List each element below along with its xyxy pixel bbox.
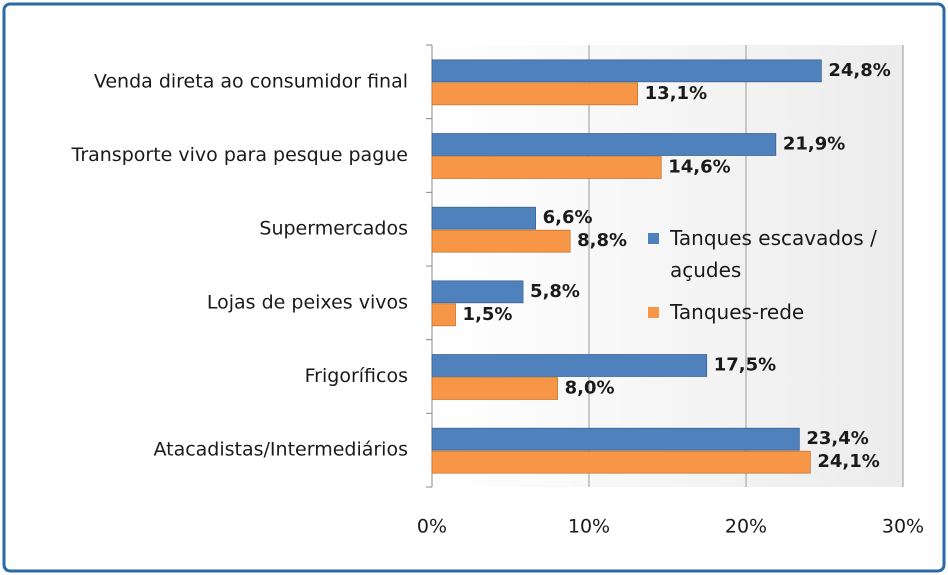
x-tick-label: 20% bbox=[725, 516, 767, 538]
bar bbox=[431, 59, 822, 83]
value-label: 6,6% bbox=[543, 207, 593, 228]
bar bbox=[431, 156, 662, 179]
bar bbox=[431, 427, 800, 451]
legend-label: Tanques escavados / açudes bbox=[670, 226, 877, 282]
legend-item: Tanques escavados / açudes bbox=[648, 222, 908, 286]
bar bbox=[431, 280, 524, 304]
y-tick-label: Venda direta ao consumidor final bbox=[94, 70, 408, 92]
value-label: 23,4% bbox=[806, 428, 868, 449]
bar bbox=[431, 82, 639, 106]
value-label: 21,9% bbox=[783, 134, 845, 155]
value-label: 14,6% bbox=[668, 157, 730, 178]
y-tick-label: Supermercados bbox=[259, 218, 408, 240]
y-tick-label: Atacadistas/Intermediários bbox=[153, 439, 408, 461]
legend-swatch bbox=[648, 233, 659, 244]
bar bbox=[431, 229, 571, 253]
bar bbox=[431, 303, 456, 327]
value-label: 1,5% bbox=[463, 304, 513, 325]
legend-label: Tanques-rede bbox=[670, 300, 805, 324]
y-tick-label: Lojas de peixes vivos bbox=[207, 291, 408, 313]
bar bbox=[431, 354, 708, 377]
value-label: 24,8% bbox=[828, 60, 890, 81]
value-label: 8,8% bbox=[577, 230, 627, 251]
value-label: 8,0% bbox=[565, 378, 615, 399]
value-label: 5,8% bbox=[530, 281, 580, 302]
bar bbox=[431, 133, 777, 156]
x-tick-label: 10% bbox=[568, 516, 610, 538]
value-label: 17,5% bbox=[714, 355, 776, 376]
y-tick-label: Transporte vivo para pesque pague bbox=[71, 144, 409, 166]
legend-swatch bbox=[648, 307, 659, 318]
x-tick-label: 0% bbox=[417, 516, 447, 538]
bar bbox=[431, 206, 536, 230]
x-tick-label: 30% bbox=[882, 516, 924, 538]
legend-item: Tanques-rede bbox=[648, 296, 908, 328]
plot-area bbox=[432, 45, 903, 487]
bar bbox=[431, 377, 558, 400]
value-label: 24,1% bbox=[817, 451, 879, 472]
bar bbox=[431, 450, 811, 474]
value-label: 13,1% bbox=[645, 83, 707, 104]
legend: Tanques escavados / açudes Tanques-rede bbox=[648, 222, 908, 338]
y-tick-label: Frigoríficos bbox=[305, 365, 408, 387]
